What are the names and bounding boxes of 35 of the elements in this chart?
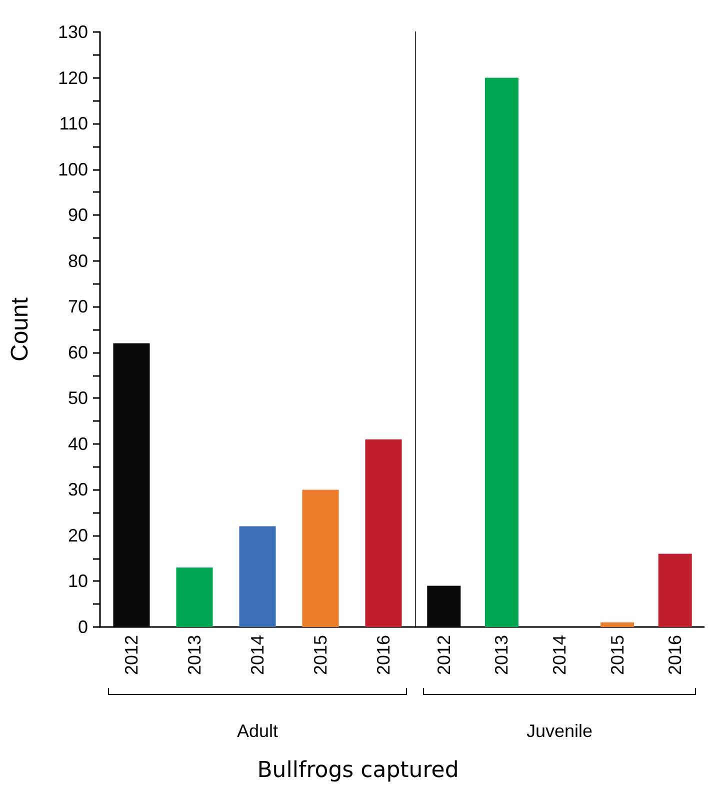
x-tick-label: 2015 — [310, 635, 330, 676]
x-tick-label: 2016 — [374, 635, 394, 676]
bar — [658, 554, 692, 627]
x-tick-label: 2016 — [665, 635, 686, 676]
y-tick-label: 10 — [68, 571, 88, 592]
x-tick-label: 2014 — [248, 635, 268, 676]
x-tick-label: 2015 — [607, 635, 628, 676]
bar — [239, 526, 276, 627]
y-tick-label: 130 — [58, 22, 88, 42]
x-tick-label: 2012 — [434, 635, 454, 676]
x-tick-label: 2013 — [184, 635, 204, 676]
y-tick-label: 80 — [68, 250, 88, 271]
bar — [484, 78, 518, 627]
x-axis-title: Adult — [236, 721, 278, 741]
bar — [365, 439, 402, 627]
x-tick-label: 2013 — [492, 635, 512, 676]
y-tick-label: 90 — [68, 205, 88, 226]
bar — [176, 568, 213, 627]
y-tick-label: 110 — [59, 114, 88, 134]
x-tick-label: 2012 — [122, 635, 142, 676]
y-tick-label: 60 — [68, 342, 88, 362]
bar — [302, 490, 339, 627]
y-tick-label: 0 — [78, 617, 88, 637]
bar — [600, 622, 634, 627]
y-tick-label: 70 — [68, 296, 88, 317]
y-tick-label: 120 — [58, 68, 88, 88]
x-tick-label: 2014 — [550, 635, 570, 676]
y-tick-label: 50 — [68, 388, 88, 408]
y-tick-label: 100 — [58, 159, 88, 180]
x-axis-title: Juvenile — [526, 721, 593, 741]
y-tick-label: 30 — [68, 480, 88, 500]
y-tick-label: 20 — [68, 525, 88, 546]
y-tick-label: 40 — [68, 434, 88, 454]
y-axis-title: Count — [6, 297, 34, 362]
text: Bullfrogs captured — [256, 758, 460, 783]
